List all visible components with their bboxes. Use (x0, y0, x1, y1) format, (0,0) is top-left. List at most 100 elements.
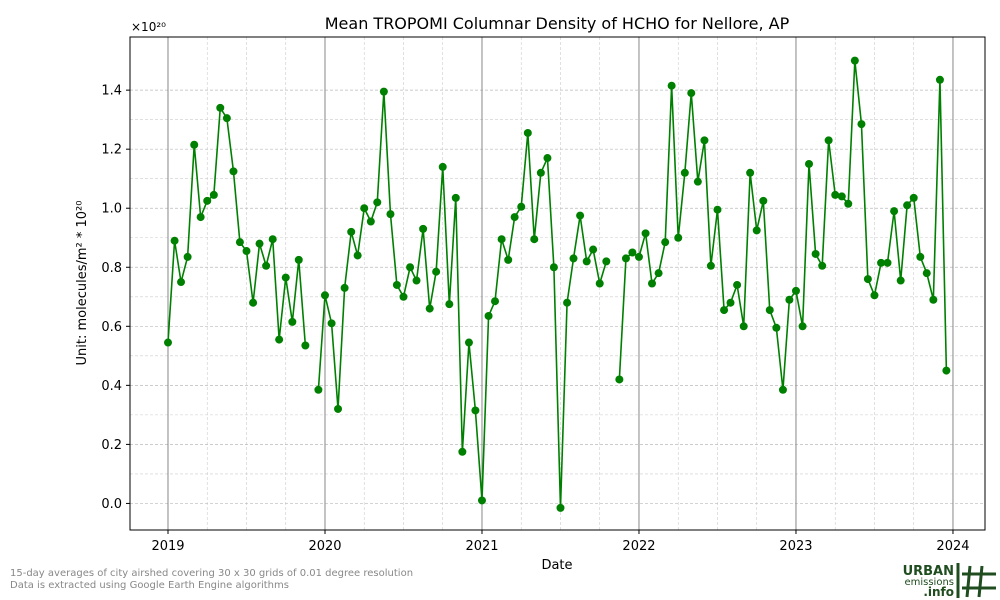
data-point (739, 322, 748, 331)
data-point (602, 257, 611, 266)
data-point (595, 279, 604, 288)
data-point (870, 291, 879, 300)
data-point (746, 168, 755, 177)
data-point (458, 447, 467, 456)
data-point (196, 213, 205, 222)
data-point (451, 193, 460, 202)
data-point (314, 385, 323, 394)
data-point (942, 366, 951, 375)
data-point (929, 295, 938, 304)
data-point (837, 192, 846, 201)
data-point (752, 226, 761, 235)
data-point (281, 273, 290, 282)
data-point (163, 338, 172, 347)
data-point (353, 251, 362, 260)
plot (163, 56, 951, 512)
data-point (857, 120, 866, 129)
data-point (386, 210, 395, 219)
data-point (831, 190, 840, 199)
data-point (687, 89, 696, 98)
data-point (183, 252, 192, 261)
data-point (288, 317, 297, 326)
data-point (778, 385, 787, 394)
data-point (667, 81, 676, 90)
data-point (275, 335, 284, 344)
data-point (464, 338, 473, 347)
footnote: 15-day averages of city airshed covering… (10, 568, 413, 579)
x-tick-label: 2019 (151, 539, 184, 554)
data-point (706, 261, 715, 270)
data-point (510, 213, 519, 222)
data-point (556, 503, 565, 512)
x-axis-label: Date (541, 558, 572, 573)
data-point (373, 198, 382, 207)
logo: URBAN emissions .info (903, 563, 996, 599)
data-point (863, 275, 872, 284)
data-point (935, 75, 944, 84)
data-point (589, 245, 598, 254)
y-tick-label: 0.2 (101, 438, 122, 453)
data-point (334, 404, 343, 413)
data-point (360, 204, 369, 213)
footnote: Data is extracted using Google Earth Eng… (10, 580, 289, 591)
data-point (235, 238, 244, 247)
data-point (242, 247, 251, 256)
data-point (726, 298, 735, 307)
data-point (582, 257, 591, 266)
data-point (222, 114, 231, 123)
data-point (693, 177, 702, 186)
data-point (170, 236, 179, 245)
data-point (648, 279, 657, 288)
data-point (523, 128, 532, 137)
plot-frame (129, 36, 986, 531)
y-tick-label: 0.0 (101, 497, 122, 512)
data-point (399, 292, 408, 301)
y-tick-label: 1.0 (101, 202, 122, 217)
data-point (805, 159, 814, 168)
logo-text: emissions (904, 577, 954, 588)
y-multiplier: ×10²⁰ (131, 20, 166, 34)
data-point (347, 227, 356, 236)
data-point (903, 201, 912, 210)
data-point (294, 255, 303, 264)
data-point (301, 341, 310, 350)
logo-text: .info (923, 585, 954, 599)
data-point (850, 56, 859, 65)
data-point (425, 304, 434, 313)
data-point (412, 276, 421, 285)
data-point (621, 254, 630, 263)
data-point (818, 261, 827, 270)
x-tick-label: 2021 (465, 539, 498, 554)
data-point (549, 263, 558, 272)
data-point (720, 306, 729, 315)
data-point (477, 496, 486, 505)
data-point (340, 283, 349, 292)
data-point (785, 295, 794, 304)
grid: 0.0 0.2 0.4 0.6 0.8 1.0 1.2 1.4 2019 2020 2021 2022… (101, 37, 985, 554)
data-point (262, 261, 271, 270)
data-point (216, 103, 225, 112)
data-point (765, 306, 774, 315)
data-point (890, 207, 899, 216)
logo-icon (956, 563, 996, 598)
data-point (491, 297, 500, 306)
x-tick-label: 2020 (308, 539, 341, 554)
data-point (249, 298, 258, 307)
logo-text: URBAN (903, 564, 954, 579)
data-point (654, 269, 663, 278)
x-tick-label: 2024 (936, 539, 969, 554)
data-point (517, 202, 526, 211)
y-tick-label: 0.8 (101, 261, 122, 276)
data-point (733, 280, 742, 289)
y-tick-label: 0.6 (101, 320, 122, 335)
data-point (379, 87, 388, 96)
data-point (674, 233, 683, 242)
data-point (366, 217, 375, 226)
data-point (484, 311, 493, 320)
data-point (530, 235, 539, 244)
data-point (563, 298, 572, 307)
data-point (445, 300, 454, 309)
data-point (177, 278, 186, 287)
